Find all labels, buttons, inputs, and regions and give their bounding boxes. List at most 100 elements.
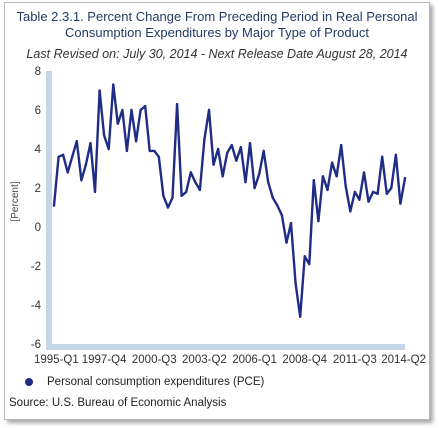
data-point: [171, 196, 174, 199]
data-point: [52, 204, 56, 207]
x-tick-label: 2014-Q2: [381, 354, 426, 366]
data-point: [57, 155, 60, 158]
data-point: [358, 198, 361, 201]
data-point: [194, 180, 197, 184]
data-point: [166, 206, 170, 209]
data-point: [308, 262, 311, 266]
data-point: [80, 179, 83, 182]
data-point: [298, 315, 302, 318]
chart-title-line2: Consumption Expenditures by Major Type o…: [65, 25, 369, 40]
chart-subtitle: Last Revised on: July 30, 2014 - Next Re…: [26, 47, 408, 61]
data-point: [371, 190, 375, 194]
data-point: [376, 192, 379, 196]
x-tick-label: 1995-Q1: [34, 354, 79, 366]
chart-frame: Table 2.3.1. Percent Change From Precedi…: [4, 2, 430, 420]
data-point: [253, 186, 256, 190]
y-tick-label: 6: [35, 105, 41, 117]
y-tick-label: 8: [35, 66, 41, 78]
data-point: [61, 153, 65, 157]
data-point: [75, 140, 78, 143]
data-point: [143, 104, 147, 108]
data-point: [230, 143, 233, 147]
data-point: [66, 171, 69, 174]
data-point: [203, 138, 206, 141]
y-tick-label: -6: [31, 339, 41, 351]
data-point: [139, 108, 142, 112]
line-chart: -6 -4 -2 0 2 4 6 8 1995-Q1 1997-Q4 2000-Q3 2003-Q2 2…: [10, 66, 426, 366]
data-point: [102, 134, 106, 137]
y-tick-label: -2: [31, 261, 41, 273]
y-tick-label: 0: [35, 222, 41, 234]
data-point: [125, 149, 129, 153]
data-point: [121, 108, 124, 112]
data-point: [112, 83, 115, 86]
data-point: [221, 175, 224, 178]
data-point: [267, 180, 270, 184]
x-tick-label: 1997-Q4: [82, 354, 127, 366]
y-tick-label: -4: [31, 300, 42, 312]
data-point: [303, 255, 306, 258]
legend: Personal consumption expenditures (PCE): [25, 376, 264, 388]
x-tick-label: 2011-Q3: [333, 354, 377, 366]
data-point: [326, 188, 329, 192]
data-point: [84, 163, 88, 166]
data-point: [212, 163, 215, 166]
data-point: [289, 221, 293, 225]
data-point: [339, 143, 343, 147]
data-point: [198, 188, 202, 192]
data-point: [353, 190, 357, 194]
data-point: [148, 149, 151, 153]
data-point: [385, 192, 388, 196]
data-point: [349, 210, 352, 213]
series-line-pce: [52, 83, 407, 318]
data-point: [162, 194, 165, 197]
data-point: [280, 214, 284, 217]
data-point: [335, 175, 338, 178]
x-axis: [46, 344, 405, 350]
data-point: [180, 194, 183, 197]
data-point: [93, 190, 97, 194]
data-point: [189, 171, 192, 174]
chart-title-line1: Table 2.3.1. Percent Change From Precedi…: [16, 9, 418, 24]
data-point: [216, 147, 220, 151]
data-point: [367, 200, 370, 203]
data-point: [134, 140, 138, 143]
y-tick-label: 2: [35, 183, 41, 195]
data-point: [362, 171, 366, 174]
y-axis: [46, 71, 52, 344]
data-point: [321, 175, 325, 178]
data-point: [116, 122, 120, 125]
x-tick-label: 2008-Q4: [282, 354, 327, 366]
data-point: [344, 184, 347, 188]
data-point: [107, 147, 110, 151]
data-point: [271, 196, 275, 199]
data-point: [244, 180, 247, 184]
data-point: [226, 151, 229, 155]
data-point: [89, 141, 92, 145]
source-note: Source: U.S. Bureau of Economic Analysis: [9, 397, 227, 409]
x-tick-label: 2003-Q2: [182, 354, 227, 366]
data-point: [130, 108, 133, 112]
data-point: [153, 149, 156, 153]
data-point: [317, 219, 320, 223]
data-point: [235, 159, 238, 162]
x-tick-label: 2006-Q1: [232, 354, 277, 366]
legend-label: Personal consumption expenditures (PCE): [47, 376, 265, 388]
data-point: [381, 155, 384, 158]
data-point: [403, 177, 407, 180]
data-point: [257, 173, 261, 176]
data-point: [175, 102, 179, 106]
chart-title: Table 2.3.1. Percent Change From Precedi…: [5, 9, 429, 41]
data-point: [207, 108, 211, 112]
data-point: [312, 179, 316, 182]
data-point: [276, 204, 279, 207]
data-point: [71, 155, 74, 158]
data-point: [390, 186, 393, 190]
y-tick-label: 4: [35, 144, 42, 156]
data-point: [285, 241, 288, 244]
data-point: [294, 282, 297, 285]
data-point: [262, 149, 265, 153]
y-axis-label: [Percent]: [10, 181, 21, 221]
data-point: [184, 190, 188, 194]
data-point: [157, 155, 161, 158]
